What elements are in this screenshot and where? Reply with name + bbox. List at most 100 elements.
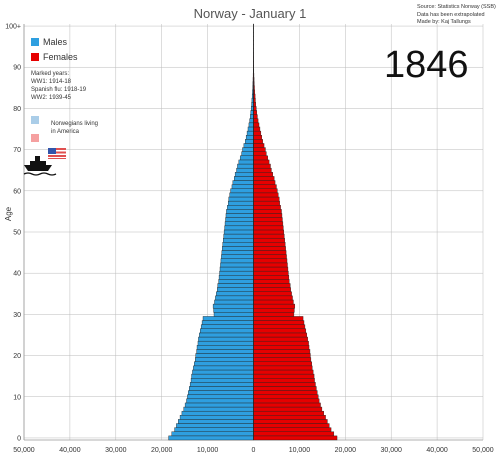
x-axis-ticks: 50,000 40,000 30,000 20,000 10,000 0 10,000 20,… [13,447,494,454]
male-bar [221,250,254,255]
male-bar [174,427,254,432]
male-bar [238,159,254,165]
source-line: Made by: Kaj Tallungs [417,19,471,25]
female-bar [253,283,291,288]
x-tick-label: 50,000 [472,447,494,454]
female-bar [253,345,310,350]
male-bar [187,394,254,400]
y-tick-label: 80 [13,106,21,113]
x-tick-label: 50,000 [13,447,35,454]
male-bar [213,312,254,317]
male-bar [242,147,254,152]
male-bar [179,415,254,420]
america-legend: Norwegians living in America [31,116,111,142]
female-bar [253,110,258,115]
male-bar [232,180,254,185]
male-bar [241,151,254,157]
source-line: Data has been extrapolated [417,11,485,18]
note-line: Marked years: [31,71,70,77]
female-bar [253,192,279,198]
male-bar [221,254,254,259]
male-bar [227,205,254,210]
legend-label-females: Females [43,51,78,62]
female-bar [253,398,320,404]
male-bar [215,295,254,301]
female-bar [253,176,275,181]
female-bar [253,419,328,424]
source-line: Source: Statistics Norway (SSB) [417,4,496,10]
male-bar [220,258,254,264]
ship-hull [24,165,52,171]
female-bar [253,365,313,371]
male-bar [237,163,254,169]
male-bar [219,270,254,276]
male-bar [195,353,254,358]
flag-canton [48,148,56,154]
female-bar [253,361,312,367]
male-bar [199,332,254,338]
marked-years-note: Marked years: WW1: 1914-18 Spanish flu: … [31,70,86,102]
male-bar [226,209,254,214]
female-bar [253,225,284,231]
male-bar [224,225,254,231]
america-label: Norwegians living in America [51,120,111,136]
female-bar [253,435,338,441]
note-line: WW2: 1939-45 [31,95,72,101]
male-bar [246,130,254,136]
female-bar [253,410,324,416]
flag-stripe-white [48,153,66,155]
female-bar [253,200,280,206]
female-bar [253,159,270,165]
female-bar [253,114,258,119]
female-bar [253,423,330,428]
male-bar [216,291,254,297]
female-bar [253,324,306,329]
female-bar [253,275,290,280]
male-bar [201,320,254,325]
male-bar [247,126,254,132]
male-bar [191,373,254,379]
note-line: WW1: 1914-18 [31,79,72,85]
female-bar [253,390,318,395]
male-bar [222,246,254,251]
x-tick-label: 40,000 [59,447,81,454]
males-swatch [31,37,39,46]
male-bar [189,382,254,387]
male-bar [213,307,254,313]
america-label-line: Norwegians living [51,121,99,127]
x-tick-label: 30,000 [105,447,127,454]
male-bar [250,114,254,119]
female-bar [253,270,289,276]
female-bar [253,320,305,325]
male-bar [217,287,254,292]
america-males-swatch [31,116,39,124]
male-bar [195,357,254,362]
female-bar [253,378,315,383]
male-bar [236,167,254,173]
male-bar [214,299,254,305]
female-bar [253,139,263,144]
y-axis-ticks: 0 10 20 30 40 50 60 70 80 90 100+ [5,24,21,443]
female-bar [253,340,309,346]
female-bar [253,279,290,284]
female-bar [253,180,276,185]
male-bar [251,106,254,111]
male-bar [217,283,254,288]
male-bar [234,176,254,181]
x-tick-label: 20,000 [151,447,173,454]
male-bar [223,237,254,243]
female-bar [253,266,289,272]
male-bar [184,402,254,408]
y-axis-label: Age [4,206,13,221]
male-bar [243,143,254,148]
x-tick-label: 40,000 [426,447,448,454]
male-bar [198,336,254,342]
bars-group [168,23,338,441]
female-bar [253,382,316,387]
female-bar [253,167,272,173]
male-bar [202,316,254,321]
y-tick-label: 40 [13,271,21,278]
male-bar [228,200,254,206]
female-bar [253,151,267,157]
